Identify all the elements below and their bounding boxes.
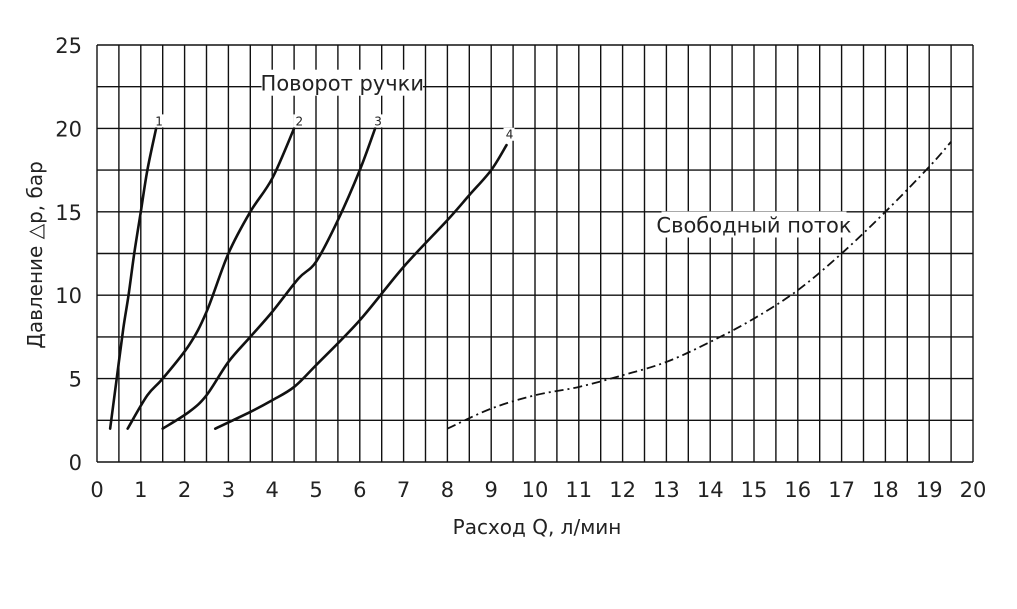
x-tick-label: 11 bbox=[565, 478, 592, 502]
annotation-handle-turn: Поворот ручки bbox=[261, 72, 424, 96]
x-tick-label: 13 bbox=[653, 478, 680, 502]
y-tick-label: 25 bbox=[55, 34, 82, 58]
curve-4-line bbox=[213, 143, 508, 430]
curve-label-background bbox=[372, 114, 384, 128]
curve-free-flow-line bbox=[447, 141, 952, 430]
x-tick-label: 9 bbox=[485, 478, 498, 502]
x-tick-label: 20 bbox=[960, 478, 987, 502]
x-tick-label: 0 bbox=[90, 478, 103, 502]
x-tick-label: 12 bbox=[609, 478, 636, 502]
curve-label-background bbox=[293, 114, 305, 128]
x-axis-label: Расход Q, л/мин bbox=[453, 515, 622, 539]
x-tick-label: 5 bbox=[309, 478, 322, 502]
annotation-free-flow: Свободный поток bbox=[656, 213, 851, 237]
tick-labels: 0 1 2 3 4 5 6 7 8 9 10 11 12 13 14 15 16 17 18 19 2005101520… bbox=[55, 34, 986, 502]
x-tick-label: 8 bbox=[441, 478, 454, 502]
x-tick-label: 18 bbox=[872, 478, 899, 502]
y-tick-label: 0 bbox=[69, 451, 82, 475]
y-tick-label: 20 bbox=[55, 117, 82, 141]
y-tick-label: 5 bbox=[69, 368, 82, 392]
curve-number-label: 1 bbox=[155, 114, 163, 128]
x-tick-label: 10 bbox=[522, 478, 549, 502]
curve-3-line bbox=[161, 127, 377, 430]
curve-number-label: 3 bbox=[374, 114, 382, 128]
y-axis-label: Давление △p, бар bbox=[23, 161, 47, 349]
x-tick-label: 17 bbox=[828, 478, 855, 502]
x-tick-label: 3 bbox=[222, 478, 235, 502]
x-tick-label: 2 bbox=[178, 478, 191, 502]
grid bbox=[96, 44, 974, 463]
x-tick-label: 4 bbox=[266, 478, 279, 502]
x-tick-label: 6 bbox=[353, 478, 366, 502]
curve-number-label: 4 bbox=[506, 128, 514, 142]
curve-number-label: 2 bbox=[295, 114, 303, 128]
annotation-background bbox=[661, 211, 847, 238]
x-tick-label: 15 bbox=[741, 478, 768, 502]
annotations: Поворот ручки Свободный поток 1 2 3 4 bbox=[153, 69, 852, 238]
curve-label-background bbox=[153, 114, 165, 128]
x-tick-label: 19 bbox=[916, 478, 943, 502]
curves bbox=[108, 127, 952, 430]
y-tick-label: 10 bbox=[55, 284, 82, 308]
x-tick-label: 16 bbox=[784, 478, 811, 502]
annotation-background bbox=[261, 69, 423, 96]
curve-label-background bbox=[503, 127, 515, 141]
x-tick-label: 7 bbox=[397, 478, 410, 502]
x-tick-label: 14 bbox=[697, 478, 724, 502]
curve-1-line bbox=[108, 127, 158, 430]
y-tick-label: 15 bbox=[55, 201, 82, 225]
curve-2-line bbox=[126, 127, 296, 430]
x-tick-label: 1 bbox=[134, 478, 147, 502]
